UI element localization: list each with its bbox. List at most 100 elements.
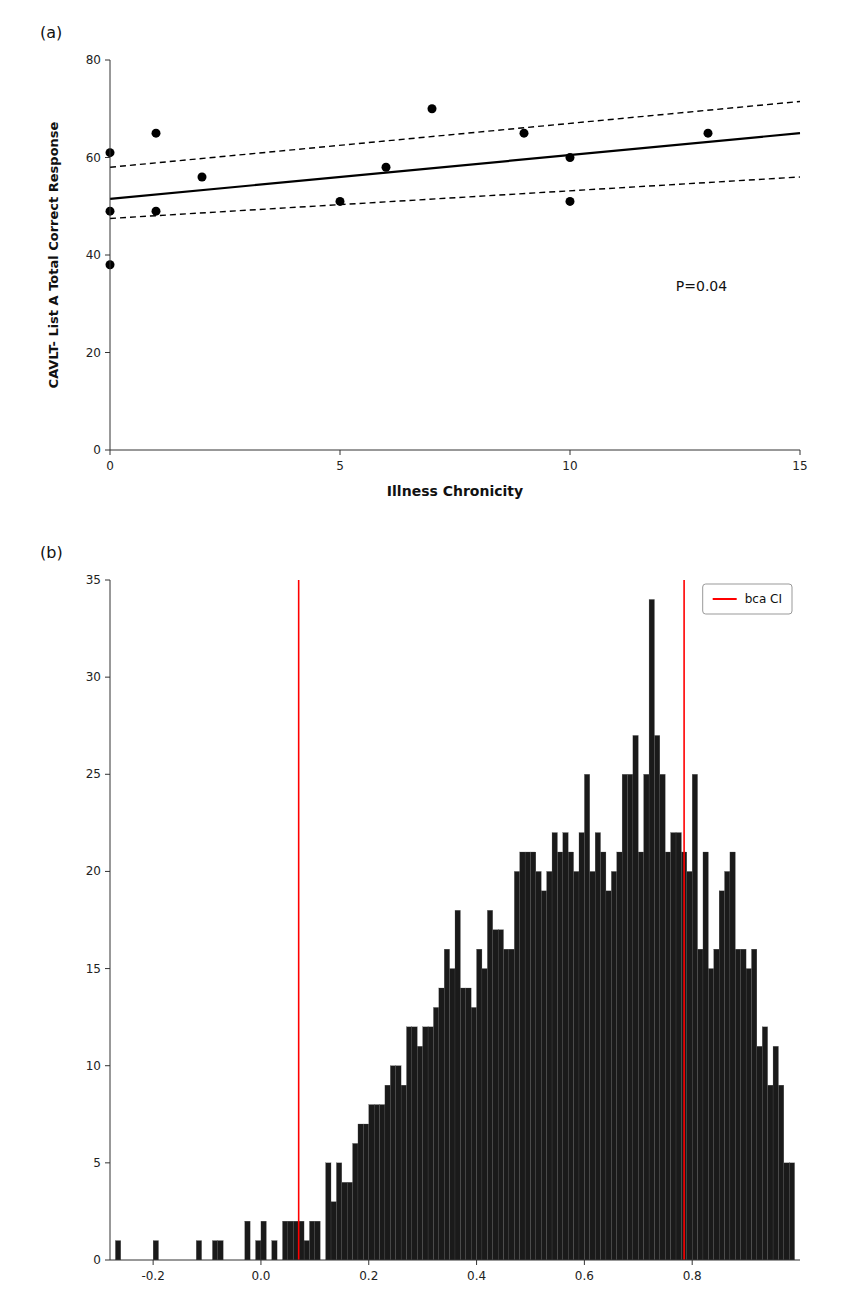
histogram-bar: [725, 871, 730, 1260]
histogram-bar: [433, 1007, 438, 1260]
histogram-bar: [353, 1143, 358, 1260]
histogram-bar: [385, 1085, 390, 1260]
histogram-bar: [638, 852, 643, 1260]
x-tick-label: 0.4: [467, 1269, 486, 1283]
x-tick: [692, 1260, 693, 1265]
x-axis-line: [110, 1260, 800, 1261]
x-tick: [800, 450, 801, 455]
histogram-bar: [595, 833, 600, 1260]
histogram-bar: [671, 833, 676, 1260]
histogram-bar: [374, 1105, 379, 1260]
histogram-bar: [676, 833, 681, 1260]
histogram-bar: [601, 852, 606, 1260]
scatter-point: [152, 207, 161, 216]
histogram-bar: [557, 852, 562, 1260]
histogram-bar: [196, 1241, 201, 1260]
histogram-bar: [751, 949, 756, 1260]
y-tick: [105, 774, 110, 775]
x-tick: [476, 1260, 477, 1265]
chart-1: -0.20.00.20.40.60.805101520253035(b)bca …: [40, 543, 800, 1283]
x-tick-label: 10: [562, 459, 577, 473]
scatter-point: [704, 129, 713, 138]
x-tick: [584, 1260, 585, 1265]
histogram-bar: [283, 1221, 288, 1260]
annotation: P=0.04: [676, 278, 727, 294]
x-tick: [570, 450, 571, 455]
chart-0: 051015020406080(a)Illness ChronicityCAVL…: [40, 23, 808, 499]
histogram-bar: [315, 1221, 320, 1260]
y-tick: [105, 580, 110, 581]
histogram-bar: [536, 871, 541, 1260]
histogram-bar: [730, 852, 735, 1260]
y-axis-line: [110, 580, 111, 1260]
histogram-bar: [719, 891, 724, 1260]
histogram-bar: [309, 1221, 314, 1260]
histogram-bar: [611, 871, 616, 1260]
histogram-bar: [552, 833, 557, 1260]
histogram-bar: [401, 1085, 406, 1260]
histogram-bar: [406, 1027, 411, 1260]
ci-vline: [298, 580, 300, 1260]
histogram-bar: [746, 969, 751, 1260]
histogram-bar: [768, 1085, 773, 1260]
histogram-bar: [482, 969, 487, 1260]
histogram-bar: [212, 1241, 217, 1260]
scatter-point: [152, 129, 161, 138]
histogram-bar: [574, 871, 579, 1260]
y-tick-label: 5: [93, 1156, 101, 1170]
panel-label: (a): [40, 23, 62, 42]
histogram-bar: [245, 1221, 250, 1260]
histogram-bar: [450, 969, 455, 1260]
histogram-bar: [708, 969, 713, 1260]
legend: bca CI: [703, 584, 792, 614]
histogram-bar: [568, 852, 573, 1260]
x-tick: [368, 1260, 369, 1265]
histogram-bar: [703, 852, 708, 1260]
histogram-bar: [256, 1241, 261, 1260]
histogram-bar: [326, 1163, 331, 1260]
y-tick-label: 10: [86, 1059, 101, 1073]
x-tick: [340, 450, 341, 455]
y-tick-label: 0: [93, 1253, 101, 1267]
histogram-bar: [336, 1163, 341, 1260]
histogram-bar: [757, 1046, 762, 1260]
histogram-bar: [644, 774, 649, 1260]
y-tick: [105, 157, 110, 158]
histogram-bar: [692, 774, 697, 1260]
histogram-bar: [622, 774, 627, 1260]
scatter-point: [520, 129, 529, 138]
histogram-bar: [606, 891, 611, 1260]
x-tick-label: 0: [106, 459, 114, 473]
y-tick: [105, 1260, 110, 1261]
y-tick: [105, 450, 110, 451]
histogram-bar: [789, 1163, 794, 1260]
histogram-bar: [563, 833, 568, 1260]
plot-area: [115, 580, 794, 1260]
x-tick-label: 0.8: [683, 1269, 702, 1283]
histogram-bar: [784, 1163, 789, 1260]
regression-line: [110, 133, 800, 199]
histogram-bar: [660, 774, 665, 1260]
histogram-bar: [504, 949, 509, 1260]
histogram-bar: [466, 988, 471, 1260]
histogram-bar: [299, 1221, 304, 1260]
chart-canvas: 051015020406080(a)Illness ChronicityCAVL…: [0, 0, 850, 1316]
x-tick-label: -0.2: [141, 1269, 164, 1283]
ci-vline: [683, 580, 685, 1260]
y-tick-label: 60: [86, 151, 101, 165]
x-tick-label: 5: [336, 459, 344, 473]
histogram-bar: [412, 1027, 417, 1260]
legend-label: bca CI: [745, 592, 782, 606]
histogram-bar: [477, 949, 482, 1260]
x-axis-line: [110, 450, 800, 451]
histogram-bar: [547, 871, 552, 1260]
histogram-bar: [698, 949, 703, 1260]
y-tick-label: 40: [86, 248, 101, 262]
legend-swatch: [713, 598, 737, 600]
x-tick-label: 0.6: [575, 1269, 594, 1283]
histogram-bar: [358, 1124, 363, 1260]
histogram-bar: [417, 1046, 422, 1260]
histogram-bar: [541, 891, 546, 1260]
histogram-bar: [509, 949, 514, 1260]
ci-line: [110, 101, 800, 167]
